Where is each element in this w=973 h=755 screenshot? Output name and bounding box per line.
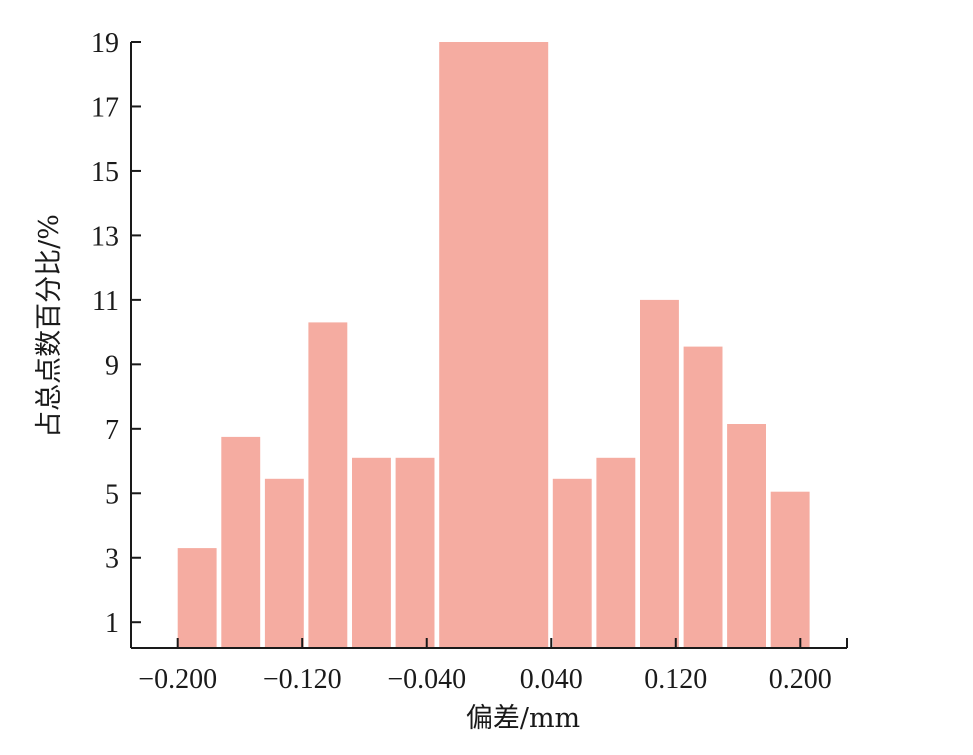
bar-8 — [596, 457, 636, 648]
x-tick-label: 0.200 — [769, 664, 832, 695]
bar-0 — [177, 548, 217, 648]
y-tick-label: 13 — [91, 221, 119, 252]
bar-11 — [727, 424, 766, 648]
x-ticks-group: −0.200 −0.120 −0.040 0.040 0.120 0.200 — [138, 638, 832, 695]
bar-10 — [683, 346, 723, 648]
y-tick-label: 9 — [105, 350, 119, 381]
y-axis-label: 占总点数百分比/% — [34, 214, 65, 438]
y-tick-label: 11 — [92, 286, 119, 317]
bar-5 — [395, 457, 435, 648]
y-tick-label: 3 — [105, 544, 119, 575]
x-tick-label: −0.040 — [387, 664, 466, 695]
bars-group — [177, 42, 810, 648]
bar-6 — [439, 42, 549, 648]
y-tick-label: 15 — [91, 157, 119, 188]
x-tick-label: −0.200 — [138, 664, 217, 695]
axes-group — [130, 42, 848, 649]
x-tick-label: −0.120 — [263, 664, 342, 695]
bar-9 — [640, 299, 679, 648]
bar-12 — [770, 491, 810, 648]
bar-7 — [552, 478, 592, 648]
x-tick-label: 0.120 — [644, 664, 707, 695]
y-tick-label: 5 — [105, 479, 119, 510]
y-tick-label: 1 — [105, 608, 119, 639]
y-tick-label: 7 — [105, 415, 119, 446]
x-tick-label: 0.040 — [520, 664, 583, 695]
y-tick-label: 19 — [91, 28, 119, 59]
bar-1 — [221, 436, 261, 648]
bar-2 — [264, 478, 304, 648]
y-tick-label: 17 — [91, 92, 119, 123]
bar-4 — [352, 457, 391, 648]
bar-3 — [308, 322, 348, 648]
x-axis-label: 偏差/mm — [466, 703, 580, 734]
